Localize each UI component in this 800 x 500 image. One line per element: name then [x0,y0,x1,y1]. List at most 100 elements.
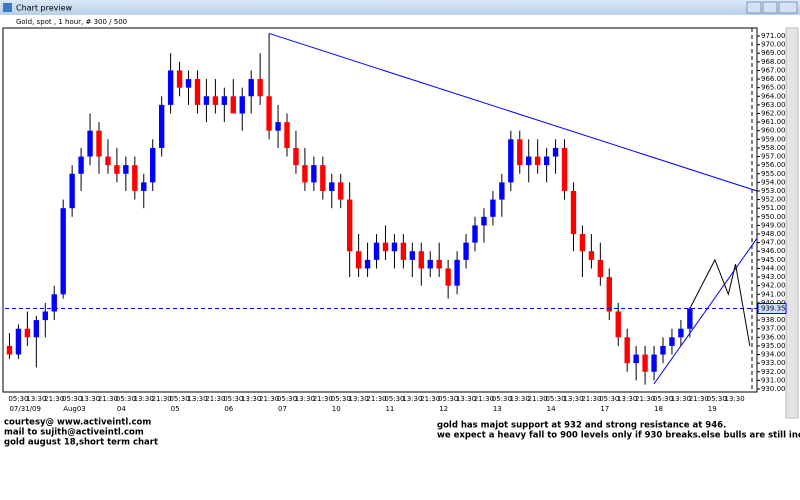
y-tick-label: 930.00 [761,385,786,393]
candle-body [561,147,568,191]
candle-body [33,320,40,338]
candle-body [597,259,604,278]
y-tick-label: 936.00 [761,333,786,341]
y-tick-label: 956.00 [761,161,786,169]
candle-body [490,199,496,217]
trend-line [653,238,758,385]
candle-body [391,242,398,252]
y-tick-label: 960.00 [761,127,786,135]
candle-body [293,147,299,166]
candle-body [445,268,451,286]
y-tick-label: 947.00 [761,239,786,247]
candle-body [87,130,93,157]
y-tick-label: 933.00 [761,359,786,367]
y-tick-label: 948.00 [761,230,786,238]
candle-body [167,70,174,105]
y-tick-label: 945.00 [761,256,786,264]
y-tick-label: 953.00 [761,187,786,195]
candle-body [51,294,57,312]
price-label-bg [757,302,787,314]
x-tick-label: 13:30 [80,395,100,403]
candle-body [158,104,165,148]
x-tick-label: 13:30 [617,395,637,403]
price-label: 939.35 [761,304,786,312]
candle-body [409,251,416,260]
y-tick-label: 967.00 [761,66,786,74]
candle-body [239,96,245,114]
note-left: courtesy@ www.activeintl.com [4,418,151,428]
candle-body [96,130,102,157]
x-tick-label: 05:30 [653,395,673,403]
y-tick-label: 955.00 [761,170,786,178]
x-tick-label: 05:30 [492,395,512,403]
candle-body [687,308,693,329]
x-tick-label: 21:30 [205,395,225,403]
date-label: 17 [600,405,609,413]
candle-body [570,190,577,235]
candle-body [266,96,272,131]
candle-body [633,354,639,364]
candle-body [114,165,120,174]
candle-body [606,277,612,312]
scrollbar[interactable] [785,27,799,419]
candle-body [230,96,236,114]
maximize-button[interactable] [762,1,778,14]
x-tick-label: 05:30 [277,395,297,403]
candle-body [338,182,344,200]
candle-body [427,259,433,269]
x-tick-label: 13:30 [295,395,315,403]
date-label: 04 [117,405,126,413]
candle-body [212,96,219,105]
candle-body [463,242,469,260]
trend-line [689,258,751,347]
y-tick-label: 954.00 [761,178,786,186]
y-tick-label: 966.00 [761,75,786,83]
candle-body [6,345,13,355]
candle-body [660,345,666,355]
date-label: Aug03 [63,405,86,413]
candle-body [42,311,48,321]
x-tick-label: 05:30 [8,395,28,403]
x-tick-label: 21:30 [474,395,494,403]
x-tick-label: 05:30 [116,395,136,403]
y-tick-label: 949.00 [761,221,786,229]
x-tick-label: 13:30 [26,395,46,403]
x-tick-label: 05:30 [384,395,404,403]
candle-body [329,182,335,191]
candle-body [552,147,559,157]
x-tick-label: 13:30 [563,395,583,403]
y-tick-label: 957.00 [761,153,786,161]
candle-body [257,79,263,97]
candle-body [481,216,487,226]
x-tick-label: 13:30 [134,395,154,403]
x-tick-label: 21:30 [581,395,601,403]
candle-body [543,156,550,166]
candle-body [651,354,657,372]
candle-body [355,251,362,269]
candle-body [517,139,523,166]
candle-body [624,337,630,364]
x-tick-label: 13:30 [725,395,745,403]
candle-body [284,122,290,148]
date-label: 11 [385,405,394,413]
candle-body [60,208,66,295]
close-button[interactable] [778,1,798,14]
x-tick-label: 05:30 [169,395,189,403]
date-label: 10 [332,405,341,413]
y-tick-label: 942.00 [761,282,786,290]
y-tick-label: 931.00 [761,376,786,384]
y-tick-label: 968.00 [761,58,786,66]
candle-body [454,259,460,286]
candle-body [203,96,210,105]
note-right: gold has majot support at 932 and strong… [437,421,726,431]
x-tick-label: 05:30 [599,395,619,403]
date-label: 19 [708,405,717,413]
minimize-button[interactable] [746,1,762,14]
y-tick-label: 970.00 [761,41,786,49]
candle-body [78,156,84,174]
x-tick-label: 21:30 [313,395,333,403]
candle-body [669,337,675,346]
x-tick-label: 21:30 [366,395,386,403]
y-tick-label: 944.00 [761,264,786,272]
y-tick-label: 959.00 [761,135,786,143]
